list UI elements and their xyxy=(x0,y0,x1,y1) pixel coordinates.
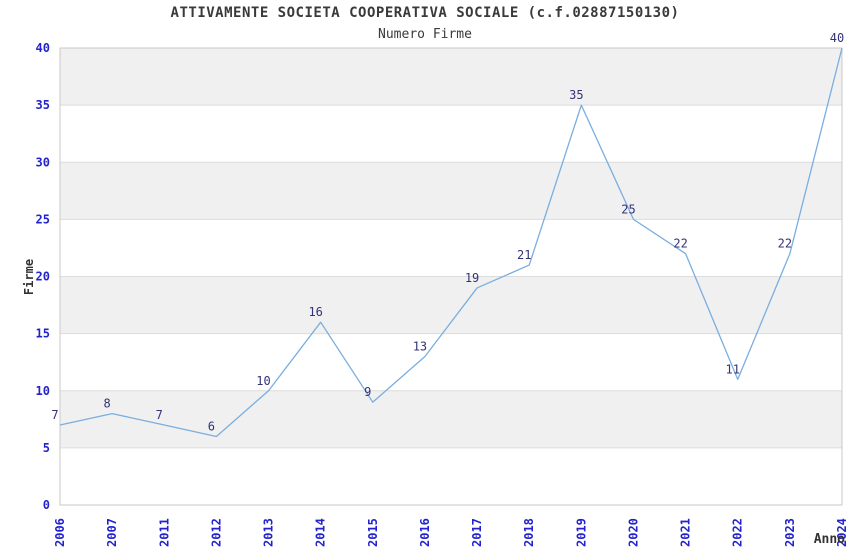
x-axis-title: Anno xyxy=(813,532,845,547)
x-tick-label: 2022 xyxy=(731,518,745,547)
data-point-label: 7 xyxy=(156,408,163,422)
x-tick-label: 2023 xyxy=(783,518,797,547)
data-point-label: 16 xyxy=(308,305,322,319)
x-tick-label: 2018 xyxy=(522,518,536,547)
data-point-label: 35 xyxy=(569,88,583,102)
data-line xyxy=(59,47,843,438)
grid-band xyxy=(60,162,842,220)
y-tick-label: 25 xyxy=(36,212,50,226)
data-point-label: 19 xyxy=(465,271,479,285)
x-tick-label: 2014 xyxy=(314,518,328,547)
y-tick-label: 15 xyxy=(36,327,50,341)
chart-subtitle: Numero Firme xyxy=(378,27,472,42)
y-tick-label: 0 xyxy=(43,498,50,512)
data-point-label: 10 xyxy=(256,374,270,388)
y-tick-label: 5 xyxy=(43,441,50,455)
data-point-label: 6 xyxy=(208,419,215,433)
data-point-label: 40 xyxy=(830,31,844,45)
x-tick-label: 2020 xyxy=(626,518,640,547)
data-point-label: 21 xyxy=(517,248,531,262)
x-tick-label: 2006 xyxy=(53,518,67,547)
data-point-label: 25 xyxy=(621,202,635,216)
y-tick-label: 40 xyxy=(36,41,50,55)
x-tick-label: 2016 xyxy=(418,518,432,547)
data-point-label: 8 xyxy=(104,397,111,411)
x-tick-label: 2007 xyxy=(105,518,119,547)
x-tick-label: 2012 xyxy=(209,518,223,547)
grid-band xyxy=(60,276,842,334)
x-tick-label: 2017 xyxy=(470,518,484,547)
data-point-label: 9 xyxy=(364,385,371,399)
x-tick-label: 2015 xyxy=(366,518,380,547)
x-tick-label: 2011 xyxy=(157,518,171,547)
x-tick-label: 2019 xyxy=(574,518,588,547)
grid-band xyxy=(60,48,842,106)
plot-border xyxy=(59,47,843,506)
y-tick-label: 20 xyxy=(36,270,50,284)
data-point-label: 22 xyxy=(778,237,792,251)
y-tick-label: 10 xyxy=(36,384,50,398)
data-point-label: 13 xyxy=(413,339,427,353)
x-tick-label: 2013 xyxy=(262,518,276,547)
y-tick-label: 30 xyxy=(36,155,50,169)
data-point-label: 7 xyxy=(51,408,58,422)
y-tick-label: 35 xyxy=(36,98,50,112)
grid-band xyxy=(60,390,842,448)
x-tick-label: 2024 xyxy=(835,518,849,547)
chart-title: ATTIVAMENTE SOCIETA COOPERATIVA SOCIALE … xyxy=(170,5,680,21)
x-tick-label: 2021 xyxy=(679,518,693,547)
data-point-label: 11 xyxy=(726,362,740,376)
data-point-label: 22 xyxy=(673,237,687,251)
